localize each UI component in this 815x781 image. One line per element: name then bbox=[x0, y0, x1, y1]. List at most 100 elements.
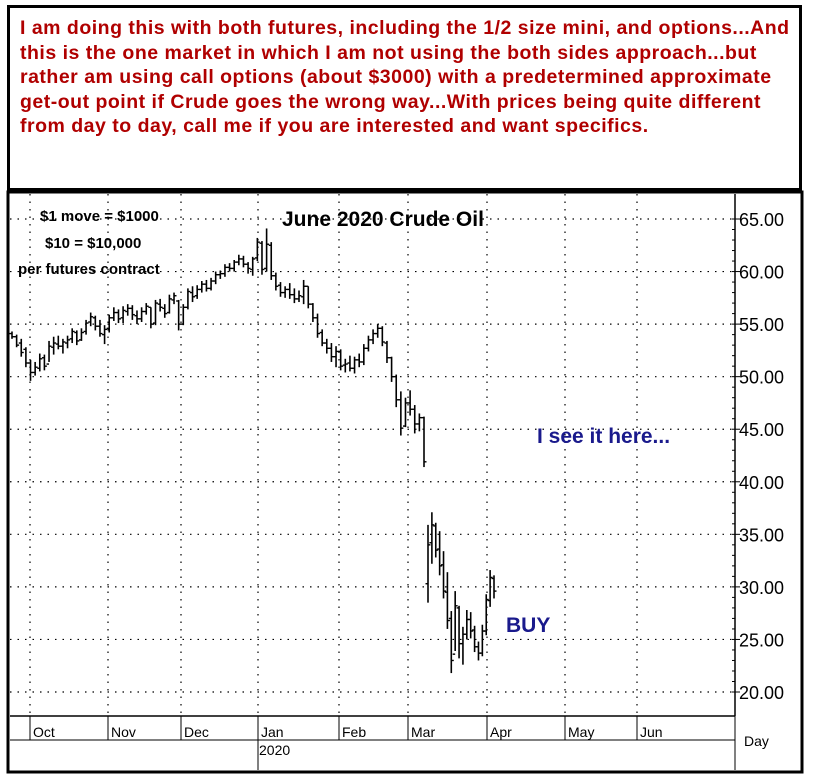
ohlc-bar bbox=[153, 299, 159, 326]
ohlc-bar bbox=[51, 336, 57, 355]
ohlc-bar bbox=[143, 303, 149, 315]
ohlc-bar bbox=[236, 254, 242, 266]
ohlc-bar bbox=[203, 279, 209, 292]
ohlc-bar bbox=[347, 355, 353, 372]
ohlc-bar bbox=[273, 272, 279, 291]
ohlc-bar bbox=[338, 349, 344, 371]
ohlc-bar bbox=[139, 307, 145, 323]
ohlc-bar bbox=[208, 277, 214, 291]
grid bbox=[10, 194, 735, 716]
year-label: 2020 bbox=[259, 742, 290, 758]
ohlc-bar bbox=[55, 335, 61, 350]
y-tick-label: 45.00 bbox=[739, 420, 784, 440]
x-tick-label: Jan bbox=[261, 724, 284, 740]
period-label: Day bbox=[744, 733, 769, 749]
y-tick-label: 40.00 bbox=[739, 473, 784, 493]
ohlc-bar bbox=[324, 338, 330, 354]
y-tick-label: 25.00 bbox=[739, 630, 784, 650]
ohlc-bar bbox=[456, 605, 462, 659]
ohlc-bar bbox=[231, 259, 237, 272]
ohlc-bar bbox=[185, 288, 191, 310]
ohlc-bar bbox=[421, 416, 427, 468]
ohlc-bar bbox=[115, 309, 121, 324]
ohlc-bar bbox=[389, 356, 395, 382]
ohlc-bar bbox=[111, 307, 117, 321]
ohlc-bar bbox=[190, 286, 196, 303]
ohlc-bar bbox=[78, 328, 84, 341]
ohlc-bar bbox=[433, 522, 439, 558]
ohlc-bar bbox=[319, 329, 325, 347]
see-it-annotation: I see it here... bbox=[537, 425, 670, 448]
ohlc-bar bbox=[92, 315, 98, 331]
ohlc-bar bbox=[162, 304, 168, 318]
ohlc-bar bbox=[310, 303, 316, 323]
ohlc-bar bbox=[393, 374, 399, 408]
ohlc-bar bbox=[148, 306, 154, 329]
price-bars bbox=[9, 228, 497, 674]
ohlc-bar bbox=[437, 531, 443, 576]
ohlc-bar bbox=[315, 313, 321, 338]
ohlc-bar bbox=[217, 270, 223, 279]
ohlc-bar bbox=[296, 290, 302, 303]
commentary-text: I am doing this with both futures, inclu… bbox=[20, 17, 790, 138]
move-note-line2: $10 = $10,000 bbox=[45, 235, 141, 252]
ohlc-bar bbox=[407, 390, 413, 416]
ohlc-bar bbox=[69, 328, 75, 344]
ohlc-bar bbox=[429, 512, 435, 564]
x-tick-label: Dec bbox=[184, 724, 209, 740]
ohlc-bar bbox=[268, 242, 274, 280]
y-axis: 65.00 60.00 55.00 50.00 45.00 40.00 35.00 30.00… bbox=[732, 210, 784, 703]
y-tick-label: 35.00 bbox=[739, 525, 784, 545]
ohlc-bar bbox=[171, 292, 177, 305]
ohlc-bar bbox=[97, 319, 103, 337]
ohlc-bar bbox=[240, 255, 246, 268]
x-tick-label: Mar bbox=[411, 724, 435, 740]
ohlc-bar bbox=[277, 282, 283, 297]
ohlc-bar bbox=[32, 361, 38, 376]
ohlc-bar bbox=[134, 310, 140, 325]
y-tick-label: 30.00 bbox=[739, 578, 784, 598]
ohlc-bar bbox=[18, 338, 24, 357]
ohlc-bar bbox=[287, 283, 293, 299]
ohlc-bar bbox=[74, 330, 80, 346]
ohlc-bar bbox=[416, 413, 422, 432]
ohlc-bar bbox=[259, 241, 265, 275]
ohlc-bar bbox=[282, 286, 288, 298]
ohlc-bar bbox=[9, 331, 15, 339]
ohlc-bar bbox=[305, 285, 311, 309]
x-tick-label: Feb bbox=[342, 724, 366, 740]
ohlc-bar bbox=[301, 279, 307, 305]
ohlc-bar bbox=[37, 353, 43, 372]
ohlc-bar bbox=[487, 570, 493, 607]
x-tick-label: Oct bbox=[33, 724, 55, 740]
ohlc-bar bbox=[491, 575, 497, 599]
ohlc-bar bbox=[129, 305, 135, 320]
move-note-line3: per futures contract bbox=[18, 261, 160, 278]
ohlc-bar bbox=[483, 594, 489, 636]
ohlc-bar bbox=[452, 591, 458, 655]
ohlc-bar bbox=[28, 359, 34, 381]
ohlc-bar bbox=[125, 304, 131, 316]
ohlc-bar bbox=[444, 572, 450, 629]
y-tick-label: 65.00 bbox=[739, 210, 784, 230]
ohlc-bar bbox=[441, 551, 447, 599]
ohlc-bar bbox=[361, 344, 367, 366]
x-tick-label: May bbox=[568, 724, 594, 740]
ohlc-bar bbox=[23, 347, 29, 368]
ohlc-bar bbox=[199, 281, 205, 293]
ohlc-bar bbox=[342, 358, 348, 373]
ohlc-bar bbox=[425, 524, 431, 603]
ohlc-bar bbox=[356, 353, 362, 368]
ohlc-bar bbox=[83, 319, 89, 335]
ohlc-bar bbox=[370, 329, 376, 345]
ohlc-bar bbox=[245, 262, 251, 274]
ohlc-bar bbox=[412, 405, 418, 434]
ohlc-bar bbox=[460, 626, 466, 665]
ohlc-bar bbox=[46, 340, 52, 365]
ohlc-bar bbox=[402, 397, 408, 428]
ohlc-bar bbox=[464, 610, 470, 640]
ohlc-bar bbox=[475, 641, 481, 661]
ohlc-bar bbox=[328, 343, 334, 362]
y-tick-label: 20.00 bbox=[739, 683, 784, 703]
